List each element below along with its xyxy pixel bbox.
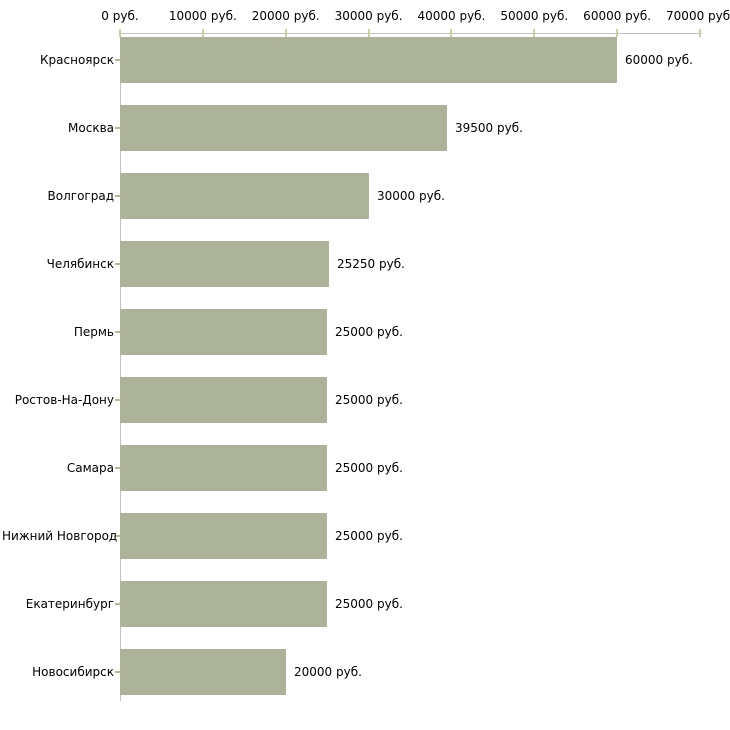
x-axis-line: [120, 33, 702, 34]
x-tick-label: 40000 руб.: [417, 9, 486, 23]
x-tick-label: 10000 руб.: [168, 9, 237, 23]
bar: [120, 581, 327, 627]
x-tick-label: 30000 руб.: [334, 9, 403, 23]
category-label: Челябинск: [46, 257, 114, 271]
category-label: Екатеринбург: [25, 597, 114, 611]
y-tick-mark: [115, 467, 120, 469]
value-label: 25000 руб.: [335, 529, 403, 543]
x-tick-mark: [284, 29, 287, 37]
category-label: Ростов-На-Дону: [14, 393, 114, 407]
bar: [120, 309, 327, 355]
y-tick-mark: [115, 59, 120, 61]
value-label: 25250 руб.: [337, 257, 405, 271]
value-label: 25000 руб.: [335, 597, 403, 611]
bar: [120, 241, 329, 287]
value-label: 25000 руб.: [335, 393, 403, 407]
x-tick-label: 0 руб.: [101, 9, 139, 23]
x-tick-mark: [367, 29, 370, 37]
bar: [120, 513, 327, 559]
y-tick-mark: [115, 195, 120, 197]
x-tick-mark: [119, 29, 121, 37]
category-label: Москва: [68, 121, 114, 135]
y-tick-mark: [115, 603, 120, 605]
category-label: Пермь: [73, 325, 114, 339]
category-label: Волгоград: [47, 189, 114, 203]
y-tick-mark: [115, 535, 120, 537]
category-label: Самара: [66, 461, 114, 475]
x-tick-label: 60000 руб.: [583, 9, 652, 23]
value-label: 20000 руб.: [294, 665, 362, 679]
y-tick-mark: [115, 671, 120, 673]
y-tick-mark: [115, 331, 120, 333]
x-tick-mark: [699, 29, 701, 37]
value-label: 25000 руб.: [335, 461, 403, 475]
bar: [120, 173, 369, 219]
y-axis-line: [120, 33, 121, 701]
bar: [120, 377, 327, 423]
x-tick-mark: [201, 29, 204, 37]
value-label: 39500 руб.: [455, 121, 523, 135]
x-tick-label: 20000 руб.: [251, 9, 320, 23]
value-label: 30000 руб.: [377, 189, 445, 203]
category-label: Нижний Новгород: [2, 529, 118, 543]
x-tick-label: 70000 руб.: [666, 9, 730, 23]
value-label: 60000 руб.: [625, 53, 693, 67]
bar: [120, 649, 286, 695]
y-tick-mark: [115, 399, 120, 401]
x-tick-mark: [533, 29, 536, 37]
x-tick-label: 50000 руб.: [500, 9, 569, 23]
bar: [120, 445, 327, 491]
y-tick-mark: [115, 127, 120, 129]
x-tick-mark: [450, 29, 453, 37]
x-tick-mark: [616, 29, 619, 37]
bar: [120, 105, 447, 151]
category-label: Новосибирск: [32, 665, 114, 679]
y-tick-mark: [115, 263, 120, 265]
bar: [120, 37, 617, 83]
category-label: Красноярск: [40, 53, 114, 67]
value-label: 25000 руб.: [335, 325, 403, 339]
